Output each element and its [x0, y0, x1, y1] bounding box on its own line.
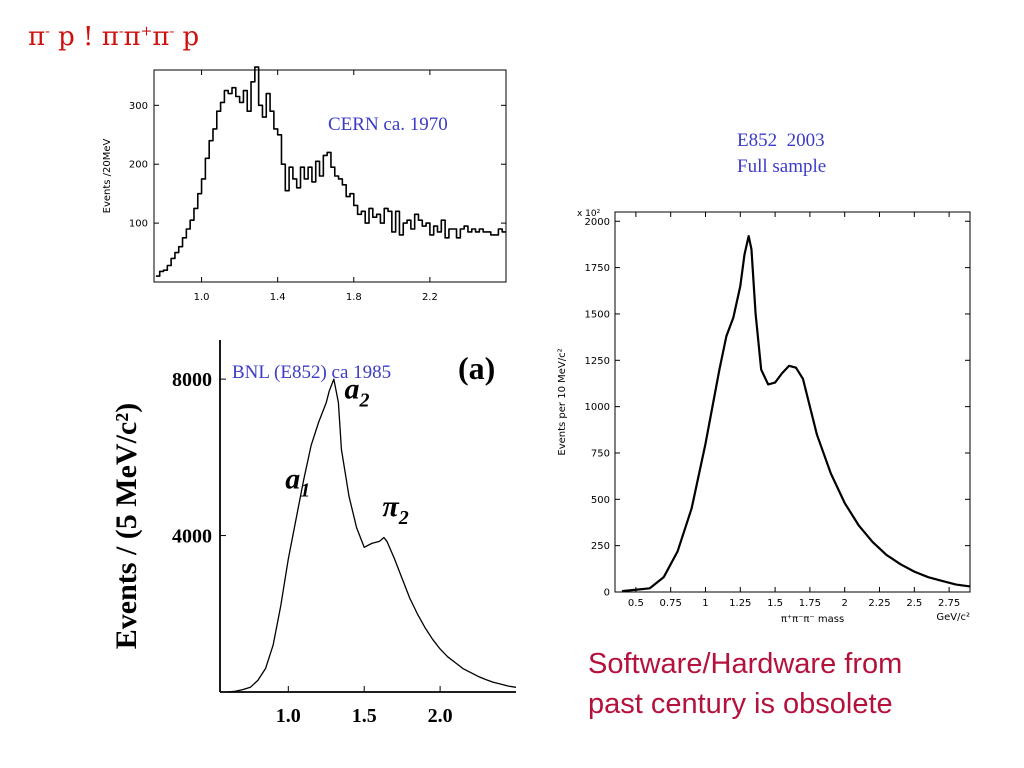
- x-tick-label: 1: [702, 598, 708, 609]
- x-tick-label: 1.75: [799, 598, 821, 609]
- y-tick-label: 200: [129, 160, 148, 171]
- x-tick-label: 2.2: [422, 292, 438, 303]
- title-part: π: [28, 22, 46, 52]
- plot-frame: [153, 69, 507, 283]
- series-line: [621, 234, 971, 593]
- x-tick-label: 0.5: [628, 598, 644, 609]
- peak-label-base: a: [285, 463, 300, 496]
- peak-label-base: π: [382, 490, 399, 523]
- x-tick-label: 2: [842, 598, 848, 609]
- y-axis-title: Events /20MeV: [102, 138, 113, 213]
- x-tick-label: 1.0: [276, 705, 301, 727]
- y-tick-label: 1000: [585, 402, 610, 413]
- peak-label-sub: 2: [398, 507, 409, 529]
- y-tick-label: 300: [129, 101, 148, 112]
- y-scale-note: x 10²: [577, 209, 601, 219]
- bnl-annotation: BNL (E852) ca 1985: [232, 362, 392, 383]
- y-tick-label: 1500: [585, 309, 610, 320]
- bnl-panel-background: [70, 300, 528, 740]
- y-tick-label: 1750: [585, 263, 610, 274]
- y-tick-label: 100: [129, 219, 148, 230]
- bnl-panel-label: (a): [458, 350, 496, 386]
- cern-annotation: CERN ca. 1970: [328, 114, 448, 135]
- e852-2003-plot: 0.5 0.75 1 1.25 1.5 1.75 2 2.25 2.5 2.75 0 250 500 75…: [557, 209, 971, 625]
- slide-title: π- p ! π-π+π- p: [28, 22, 199, 52]
- cern-histogram: 1.01.41.82.2100200300M (3π)GeVEvents /20…: [102, 66, 507, 331]
- peak-label: a2: [344, 373, 369, 412]
- y-tick-label: 2000: [585, 217, 610, 228]
- title-part: -: [118, 23, 124, 40]
- e852-annotation-line2: Full sample: [737, 156, 827, 177]
- footer-note: Software/Hardware from past century is o…: [588, 644, 1008, 724]
- x-axis-unit: GeV/c²: [936, 612, 970, 623]
- e852-annotation: E852 2003 Full sample: [737, 128, 826, 180]
- y-tick-label: 4000: [172, 526, 212, 548]
- x-tick-label: 1.5: [767, 598, 783, 609]
- peak-label-sub: 2: [358, 390, 369, 412]
- title-part: π: [123, 22, 141, 52]
- series-line: [155, 66, 506, 277]
- x-tick-label: 1.4: [270, 292, 286, 303]
- y-tick-label: 0: [604, 588, 610, 599]
- footer-line2: past century is obsolete: [588, 688, 893, 720]
- y-tick-label: 750: [591, 448, 610, 459]
- peak-label-sub: 1: [300, 480, 310, 502]
- x-tick-label: 0.75: [660, 598, 682, 609]
- peak-label-base: a: [344, 373, 359, 406]
- x-tick-label: 1.8: [346, 292, 362, 303]
- x-tick-label: 1.0: [194, 292, 210, 303]
- title-part: -: [169, 23, 175, 40]
- title-part: π: [152, 22, 170, 52]
- y-axis-title: Events per 10 MeV/c²: [557, 348, 568, 455]
- y-tick-label: 8000: [172, 369, 212, 391]
- title-part: p ! π: [49, 22, 119, 52]
- footer-line1: Software/Hardware from: [588, 648, 903, 680]
- title-part: +: [140, 23, 153, 40]
- plot-frame: [614, 211, 971, 593]
- y-tick-label: 500: [591, 495, 610, 506]
- title-part: p: [174, 22, 200, 52]
- y-axis-title: Events / (5 MeV/c²): [110, 403, 143, 649]
- x-tick-label: 2.75: [938, 598, 960, 609]
- x-tick-label: 2.5: [906, 598, 922, 609]
- series-line: [227, 378, 517, 693]
- x-tick-label: 2.25: [868, 598, 890, 609]
- peak-label: a1: [285, 463, 310, 502]
- x-tick-label: 1.25: [729, 598, 751, 609]
- x-tick-label: 2.0: [428, 705, 453, 727]
- peak-label: π2: [382, 490, 408, 529]
- x-tick-label: 1.5: [352, 705, 377, 727]
- y-tick-label: 1250: [585, 356, 610, 367]
- x-axis-title: π⁺π⁻π⁻ mass: [781, 614, 844, 625]
- e852-annotation-line1: E852 2003: [737, 130, 825, 151]
- title-part: -: [45, 23, 50, 40]
- y-tick-label: 250: [591, 541, 610, 552]
